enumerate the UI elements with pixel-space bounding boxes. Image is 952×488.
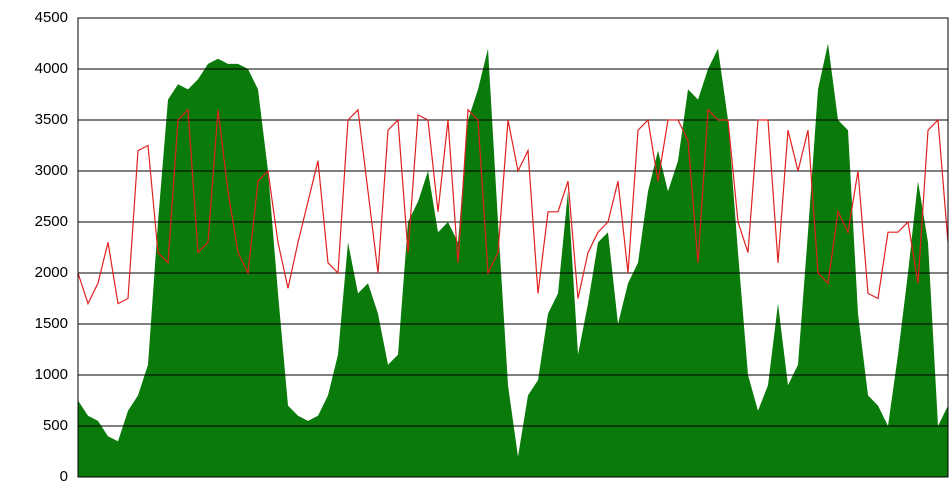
y-tick-label: 3000 [35,162,68,179]
plot-frame [77,17,949,478]
y-tick-label: 1500 [35,315,68,332]
y-tick-label: 500 [43,417,68,434]
y-tick-label: 2000 [35,264,68,281]
y-tick-label: 4000 [35,60,68,77]
line [77,108,949,306]
y-tick-label: 1000 [35,366,68,383]
area [78,43,948,477]
y-tick-label: 3500 [35,111,68,128]
y-tick-label: 0 [60,468,68,483]
y-tick-label: 4500 [35,9,68,26]
y-tick-label: 2500 [35,213,68,230]
